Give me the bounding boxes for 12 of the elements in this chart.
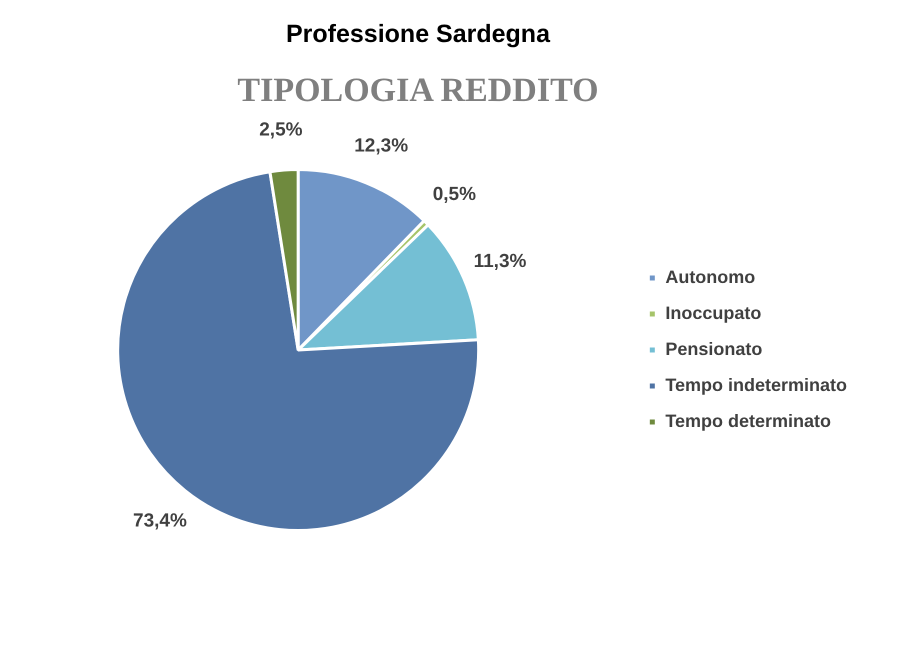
legend-label: Tempo determinato bbox=[665, 410, 832, 431]
data-label: 2,5% bbox=[259, 120, 303, 141]
data-label: 11,3% bbox=[474, 251, 526, 272]
legend-label: Tempo indeterminato bbox=[665, 374, 848, 395]
data-label: 0,5% bbox=[432, 184, 476, 206]
data-label: 73,4% bbox=[133, 510, 187, 532]
legend-label: Pensionato bbox=[665, 338, 762, 359]
legend-label: Autonomo bbox=[665, 266, 756, 287]
chart-subtitle: TIPOLOGIA REDDITO bbox=[236, 72, 600, 110]
data-label: 12,3% bbox=[354, 135, 408, 156]
chart-title: Professione Sardegna bbox=[285, 20, 552, 49]
legend-label: Inoccupato bbox=[665, 302, 762, 323]
